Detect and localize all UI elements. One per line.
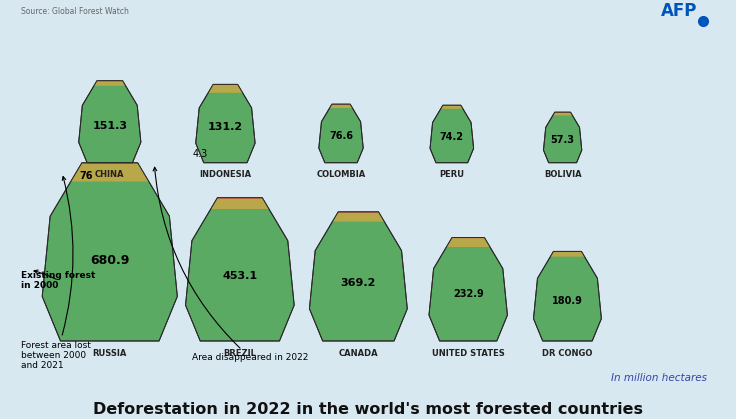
Text: Forest area lost
between 2000
and 2021: Forest area lost between 2000 and 2021 <box>21 176 91 370</box>
Text: BOLIVIA: BOLIVIA <box>544 171 581 179</box>
Polygon shape <box>42 163 177 341</box>
Text: 680.9: 680.9 <box>90 254 130 267</box>
Text: 453.1: 453.1 <box>222 272 258 282</box>
Text: 232.9: 232.9 <box>453 290 484 300</box>
Text: AFP: AFP <box>661 2 698 20</box>
Polygon shape <box>441 105 463 109</box>
Polygon shape <box>208 84 243 93</box>
Text: 76.6: 76.6 <box>329 132 353 141</box>
Polygon shape <box>309 212 407 341</box>
Polygon shape <box>430 105 473 163</box>
Text: 151.3: 151.3 <box>92 121 127 131</box>
Polygon shape <box>553 251 581 252</box>
Text: INDONESIA: INDONESIA <box>199 171 252 179</box>
Polygon shape <box>447 238 490 247</box>
Text: 131.2: 131.2 <box>208 122 243 132</box>
Text: CHINA: CHINA <box>95 171 124 179</box>
Text: UNITED STATES: UNITED STATES <box>432 349 505 358</box>
Text: 180.9: 180.9 <box>552 296 583 306</box>
Text: Deforestation in 2022 in the world's most forested countries: Deforestation in 2022 in the world's mos… <box>93 402 643 416</box>
Text: COLOMBIA: COLOMBIA <box>316 171 366 179</box>
Polygon shape <box>185 198 294 341</box>
Polygon shape <box>543 112 581 163</box>
Text: RUSSIA: RUSSIA <box>93 349 127 358</box>
Text: BREZIL: BREZIL <box>224 349 256 358</box>
Text: 369.2: 369.2 <box>341 278 376 288</box>
Text: 4.3: 4.3 <box>192 149 208 159</box>
Text: PERU: PERU <box>439 171 464 179</box>
Polygon shape <box>319 104 363 163</box>
Polygon shape <box>196 84 255 163</box>
Polygon shape <box>553 112 573 115</box>
Text: DR CONGO: DR CONGO <box>542 349 592 358</box>
Polygon shape <box>94 81 126 86</box>
Polygon shape <box>79 81 141 163</box>
Text: 74.2: 74.2 <box>440 132 464 142</box>
Text: CANADA: CANADA <box>339 349 378 358</box>
Polygon shape <box>71 163 149 181</box>
Polygon shape <box>333 212 384 222</box>
Text: 57.3: 57.3 <box>551 135 575 145</box>
Polygon shape <box>330 104 353 108</box>
Polygon shape <box>213 84 238 85</box>
Polygon shape <box>210 198 269 209</box>
Text: In million hectares: In million hectares <box>611 373 707 383</box>
Polygon shape <box>551 251 584 257</box>
Text: Source: Global Forest Watch: Source: Global Forest Watch <box>21 7 129 16</box>
Text: Existing forest
in 2000: Existing forest in 2000 <box>21 270 96 290</box>
Polygon shape <box>429 238 507 341</box>
Polygon shape <box>82 163 138 164</box>
Polygon shape <box>534 251 601 341</box>
Text: Area disappeared in 2022: Area disappeared in 2022 <box>153 167 308 362</box>
Polygon shape <box>217 198 263 199</box>
Text: 76: 76 <box>79 171 93 181</box>
